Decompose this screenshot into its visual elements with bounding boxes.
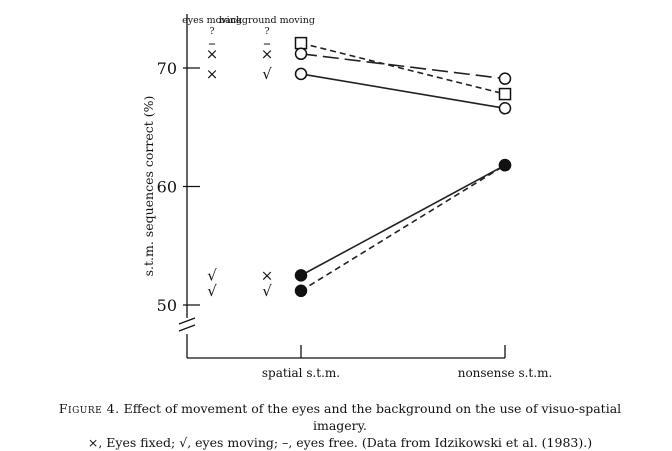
y-tick-label: 60: [157, 178, 177, 197]
legend-header: background moving: [219, 15, 315, 26]
x-tick-label: nonsense s.t.m.: [458, 366, 553, 380]
series-line: [300, 164, 506, 292]
data-point: [294, 284, 308, 298]
data-point: [498, 158, 512, 172]
legend-header: ?: [209, 26, 214, 37]
legend-symbol: √: [207, 266, 217, 284]
legend-symbol: √: [262, 65, 272, 83]
series-line: [300, 164, 506, 277]
data-point: [498, 72, 512, 85]
tick-group: 50 60 70 spatial s.t.m. nonsense s.t.m.: [157, 59, 553, 380]
series-line: [300, 52, 506, 80]
series-group: [294, 36, 512, 298]
legend-symbol: √: [262, 282, 272, 300]
axis-break-mark: [178, 324, 196, 332]
y-axis-label: s.t.m. sequences correct (%): [141, 96, 156, 277]
legend-header: ?: [264, 26, 269, 37]
data-point: [498, 102, 512, 115]
data-point: [294, 47, 308, 61]
series-line: [300, 73, 506, 110]
caption-label: Figure 4.: [58, 401, 120, 416]
legend: eyes moving?background moving?– –× ×× √√ ×√ √: [182, 15, 315, 300]
data-point: [498, 87, 512, 101]
y-tick-label: 70: [157, 59, 177, 78]
legend-symbol: √: [207, 282, 217, 300]
data-point: [294, 67, 308, 81]
series-line: [300, 42, 506, 95]
legend-symbol: ×: [206, 65, 219, 83]
legend-symbol: –: [263, 34, 271, 52]
data-point: [294, 269, 308, 282]
data-point: [294, 36, 308, 50]
figure-caption: Figure 4. Effect of movement of the eyes…: [30, 400, 650, 451]
caption-line-2: ×, Eyes fixed; √, eyes moving; –, eyes f…: [87, 435, 593, 450]
axis-break-mark: [178, 317, 196, 325]
caption-line-1: Effect of movement of the eyes and the b…: [123, 401, 622, 433]
legend-symbol: ×: [206, 45, 219, 63]
legend-symbol: –: [208, 34, 216, 52]
legend-header: eyes moving: [182, 15, 242, 26]
legend-symbol: ×: [261, 266, 274, 284]
y-tick-label: 50: [157, 296, 177, 315]
legend-symbol: ×: [261, 45, 274, 63]
x-tick-label: spatial s.t.m.: [262, 366, 340, 380]
axes: s.t.m. sequences correct (%): [141, 14, 505, 359]
